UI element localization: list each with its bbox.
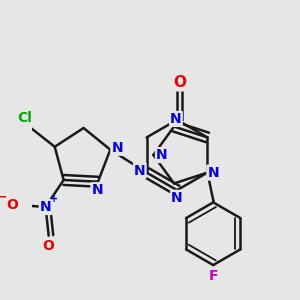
Text: N: N (134, 164, 146, 178)
Text: O: O (6, 198, 18, 212)
Text: N: N (40, 200, 51, 214)
Text: N: N (111, 141, 123, 155)
Text: O: O (43, 239, 55, 253)
Text: N: N (156, 148, 168, 162)
Text: N: N (92, 183, 103, 197)
Text: Cl: Cl (17, 111, 32, 125)
Text: +: + (50, 194, 58, 204)
Text: −: − (0, 190, 7, 203)
Text: F: F (208, 269, 218, 283)
Text: N: N (207, 166, 219, 180)
Text: N: N (171, 191, 183, 205)
Text: N: N (170, 112, 182, 126)
Text: O: O (173, 75, 186, 90)
